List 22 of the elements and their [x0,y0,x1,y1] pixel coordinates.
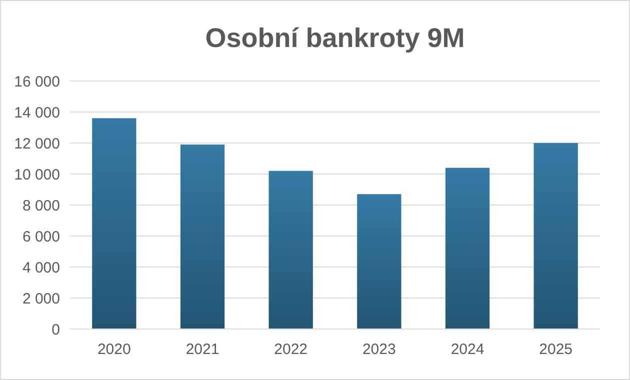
y-tick-label: 6 000 [22,228,60,246]
y-tick-label: 4 000 [22,259,60,276]
y-tick-label: 0 [52,321,60,338]
bar [357,194,402,329]
y-tick-label: 10 000 [14,166,60,184]
x-tick-label: 2023 [362,341,396,358]
y-tick-label: 8 000 [22,197,60,214]
bar [445,168,490,329]
bar [268,170,313,329]
x-tick-label: 2024 [450,341,484,358]
x-tick-label: 2021 [186,341,220,358]
bar [534,143,578,329]
x-tick-label: 2022 [274,341,308,358]
chart-title: Osobní bankroty 9M [205,23,465,53]
y-tick-label: 14 000 [14,104,60,122]
y-tick-label: 12 000 [14,135,60,152]
x-tick-label: 2020 [97,341,131,358]
y-tick-label: 2 000 [22,290,60,308]
y-tick-label: 16 000 [14,73,60,90]
bar [92,118,136,329]
bar [180,144,225,329]
x-tick-label: 2025 [539,341,573,358]
